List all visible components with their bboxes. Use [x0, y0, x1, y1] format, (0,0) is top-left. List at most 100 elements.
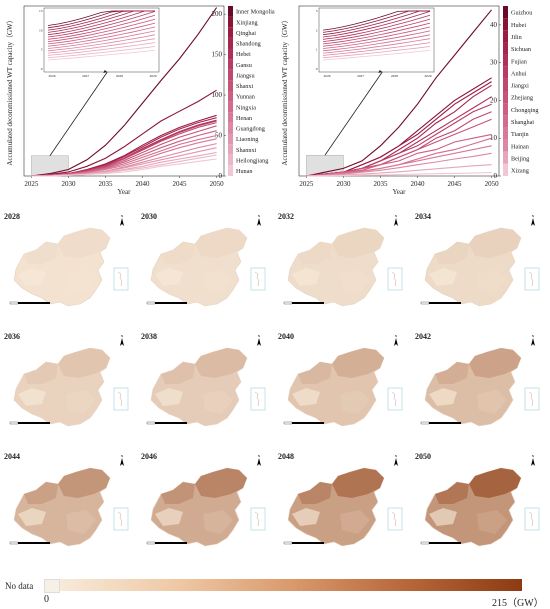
x-tick-label: 2050	[485, 180, 500, 188]
map-northwest-region	[435, 362, 469, 384]
legend-label: Hubei	[511, 22, 526, 29]
map-south-region	[203, 510, 233, 534]
north-label: N	[532, 214, 535, 218]
legend-swatch	[228, 59, 233, 70]
legend-label: Anhui	[511, 70, 527, 77]
inset-y-tick-label: 3	[316, 9, 318, 13]
map-2030: 2030 N	[139, 210, 269, 310]
map-southwest-region	[429, 268, 457, 286]
china-map: N	[420, 214, 540, 307]
scale-bar	[147, 422, 187, 424]
map-northwest-region	[298, 482, 332, 504]
scale-bar-segment	[9, 301, 19, 305]
north-label: N	[121, 334, 124, 338]
inset-series-line	[322, 30, 431, 49]
map-inset-island	[117, 271, 123, 287]
legend-swatch	[503, 54, 508, 67]
scale-bar	[147, 542, 187, 544]
scale-bar	[10, 422, 50, 424]
china-map: N	[9, 214, 129, 307]
map-north-region	[332, 228, 384, 258]
y-tick-label: 50	[215, 132, 223, 140]
inset-y-tick-label: 10	[39, 28, 43, 32]
legend-label: Shannxi	[236, 147, 257, 154]
scale-bar-segment	[283, 541, 293, 545]
map-body	[424, 347, 522, 427]
x-tick-label: 2030	[336, 180, 351, 188]
x-tick-label: 2045	[173, 180, 188, 188]
legend-swatch	[228, 91, 233, 102]
inset-x-tick-label: 2028	[116, 74, 123, 78]
map-southwest-region	[429, 508, 457, 526]
map-inset-box	[113, 507, 129, 531]
map-year-label: 2030	[141, 212, 157, 221]
legend-label: Jiangsu	[236, 72, 255, 79]
map-year-label: 2034	[415, 212, 431, 221]
legend-label: Inner Mongolia	[236, 9, 275, 16]
map-north-region	[469, 348, 521, 378]
map-2048: 2048 N	[276, 450, 406, 550]
map-inset-box	[113, 387, 129, 411]
x-tick-label: 2040	[411, 180, 426, 188]
map-inset-box	[524, 267, 540, 291]
legend-label: Hebei	[236, 51, 251, 58]
legend-swatch	[228, 144, 233, 155]
legend-swatch	[228, 80, 233, 91]
legend-label: Heilongjiang	[236, 157, 268, 164]
legend-swatch	[503, 30, 508, 43]
scale-bar-segment	[9, 541, 19, 545]
legend-swatch	[503, 78, 508, 91]
map-north-region	[58, 468, 110, 498]
north-arrow	[531, 458, 535, 466]
legend-swatch	[228, 122, 233, 134]
map-inset-box	[524, 387, 540, 411]
scale-bar	[284, 302, 324, 304]
inset-x-tick-label: 2027	[82, 74, 89, 78]
inset-series-line	[322, 11, 431, 38]
y-tick-label: 100	[212, 91, 223, 99]
y-tick-label: 20	[490, 96, 498, 104]
legend-label: Tianjin	[511, 131, 529, 138]
map-grid: 2028 N 2030 N 2032 N 2034 N 2036 N 2038 N 2040 N 2042 N…	[0, 210, 550, 570]
x-tick-label: 2045	[448, 180, 463, 188]
north-arrow	[120, 338, 124, 346]
y-tick-label: 0	[219, 172, 223, 180]
inset-x-tick-label: 2029	[425, 74, 432, 78]
zoom-arrow	[324, 71, 383, 156]
map-year-label: 2044	[4, 452, 20, 461]
map-inset-box	[387, 267, 403, 291]
map-inset-island	[528, 391, 534, 407]
map-2042: 2042 N	[413, 330, 543, 430]
map-northwest-region	[298, 242, 332, 264]
plot-frame	[23, 5, 225, 177]
x-tick-label: 2040	[136, 180, 151, 188]
map-southwest-region	[18, 268, 46, 286]
china-map: N	[146, 454, 266, 547]
inset-series-line	[322, 26, 431, 47]
map-year-label: 2040	[278, 332, 294, 341]
legend-swatch	[228, 101, 233, 113]
map-inset-island	[391, 391, 397, 407]
map-southwest-region	[155, 388, 183, 406]
map-northwest-region	[24, 362, 58, 384]
map-year-label: 2038	[141, 332, 157, 341]
map-year-label: 2046	[141, 452, 157, 461]
china-map: N	[283, 334, 403, 427]
north-label: N	[395, 454, 398, 458]
y-axis-label: Accumulated decommissioned WT capacity（G…	[281, 16, 289, 165]
legend-label: Guangdong	[236, 126, 265, 133]
inset-series-line	[322, 10, 430, 33]
colorbar-max-label: 215（GW）	[492, 598, 544, 609]
inset-series-line	[47, 18, 156, 42]
legend-label: Qinghai	[236, 30, 256, 37]
nodata-label: No data	[5, 581, 34, 591]
legend-swatch	[503, 66, 508, 79]
map-2038: 2038 N	[139, 330, 269, 430]
legend-swatch	[228, 133, 233, 145]
series-line	[306, 152, 492, 177]
inset-series-line	[322, 38, 431, 54]
legend-swatch	[503, 115, 508, 128]
china-map: N	[146, 214, 266, 307]
inset-series-line	[322, 34, 431, 52]
legend-label: Hainan	[511, 143, 529, 150]
